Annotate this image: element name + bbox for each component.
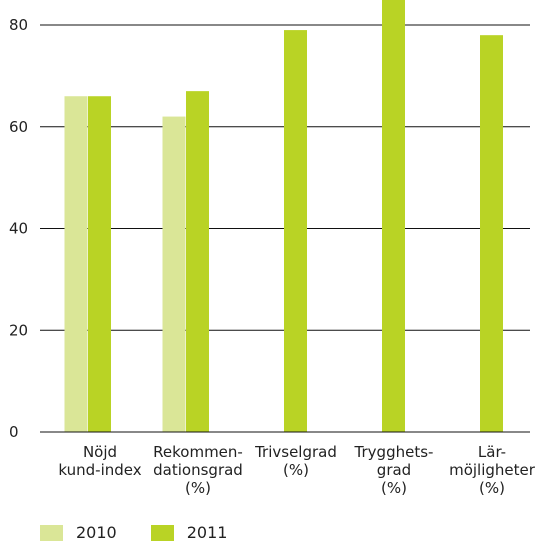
category-label-0-line1: kund-index <box>58 461 141 479</box>
bar-2011-cat1 <box>186 91 209 432</box>
bar-2011-cat0 <box>88 96 111 432</box>
category-label-1-line2: (%) <box>185 479 211 497</box>
bar-2010-cat0 <box>64 96 88 432</box>
bar-2011-cat3 <box>382 0 405 432</box>
category-label-2-line1: (%) <box>283 461 309 479</box>
category-label-0-line0: Nöjd <box>83 443 117 461</box>
category-label-1-line0: Rekommen- <box>153 443 243 461</box>
legend-swatch-2010 <box>40 524 63 541</box>
y-tick-label-60: 60 <box>9 118 28 136</box>
category-label-4-line1: möjligheter <box>449 461 536 479</box>
legend-swatch-2011 <box>150 524 174 541</box>
y-tick-label-20: 20 <box>9 321 28 339</box>
legend-label-2010: 2010 <box>76 523 117 542</box>
y-tick-label-40: 40 <box>9 220 28 238</box>
category-label-3-line1: grad <box>377 461 411 479</box>
legend: 2010 2011 <box>40 523 261 542</box>
legend-item-2011: 2011 <box>150 523 228 542</box>
category-label-4-line2: (%) <box>479 479 505 497</box>
bars <box>64 0 503 433</box>
y-tick-label-0: 0 <box>9 423 19 441</box>
category-label-4-line0: Lär- <box>478 443 506 461</box>
category-label-2-line0: Trivselgrad <box>254 443 337 461</box>
bar-2011-cat2 <box>284 30 307 433</box>
y-tick-label-80: 80 <box>9 16 28 34</box>
category-label-1-line1: dationsgrad <box>153 461 243 479</box>
legend-label-2011: 2011 <box>186 523 228 542</box>
bar-2011-cat4 <box>480 35 503 433</box>
category-label-3-line2: (%) <box>381 479 407 497</box>
legend-item-2010: 2010 <box>40 523 117 542</box>
category-label-3-line0: Trygghets- <box>354 443 434 461</box>
bar-2010-cat1 <box>162 116 186 432</box>
